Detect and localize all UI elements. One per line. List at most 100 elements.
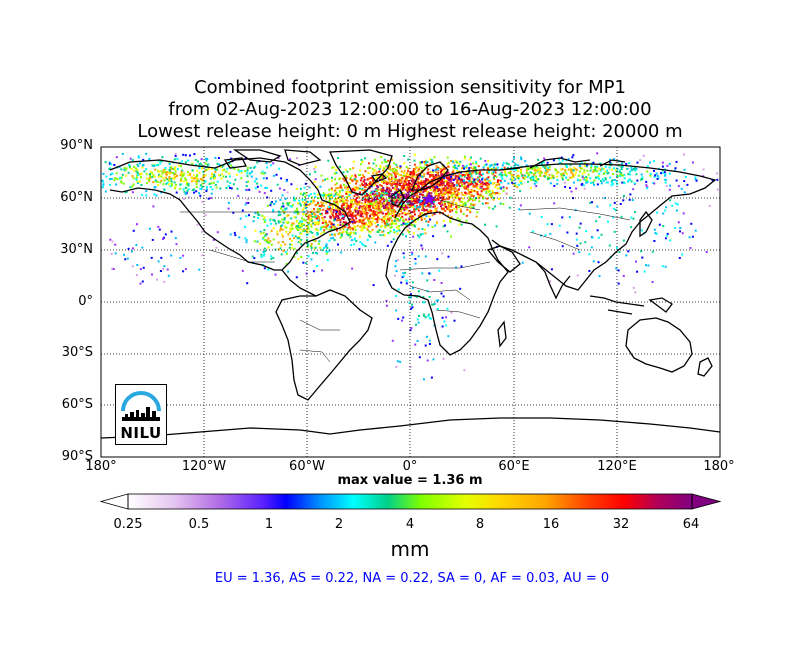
footprint-pixel: [174, 155, 177, 157]
footprint-pixel: [277, 221, 280, 224]
footprint-pixel: [394, 185, 397, 188]
footprint-pixel: [481, 173, 484, 176]
footprint-pixel: [264, 233, 267, 236]
footprint-pixel: [162, 168, 165, 171]
footprint-pixel: [298, 202, 301, 205]
footprint-pixel: [409, 366, 412, 368]
footprint-pixel: [304, 219, 307, 222]
footprint-pixel: [460, 265, 463, 268]
footprint-pixel: [397, 183, 400, 186]
footprint-pixel: [245, 239, 248, 241]
footprint-pixel: [202, 176, 205, 179]
footprint-pixel: [337, 215, 340, 218]
footprint-pixel: [324, 195, 327, 197]
footprint-pixel: [340, 199, 343, 202]
footprint-pixel: [416, 186, 419, 189]
footprint-pixel: [410, 293, 412, 296]
footprint-pixel: [406, 172, 409, 175]
footprint-pixel: [142, 266, 145, 269]
footprint-pixel: [410, 202, 413, 205]
footprint-pixel: [442, 225, 445, 228]
lat-label-60s: 60°S: [61, 397, 93, 412]
footprint-pixel: [408, 186, 411, 189]
footprint-pixel: [410, 214, 413, 217]
footprint-pixel: [424, 188, 427, 191]
footprint-pixel: [309, 203, 312, 205]
footprint-pixel: [617, 282, 620, 285]
footprint-pixel: [121, 173, 124, 176]
footprint-pixel: [458, 223, 461, 226]
footprint-pixel: [414, 262, 417, 265]
footprint-pixel: [323, 226, 326, 229]
footprint-pixel: [423, 161, 426, 163]
footprint-pixel: [395, 230, 398, 233]
footprint-pixel: [357, 196, 360, 198]
footprint-pixel: [410, 327, 413, 330]
footprint-pixel: [355, 220, 357, 223]
footprint-pixel: [174, 187, 177, 190]
footprint-pixel: [284, 243, 287, 246]
footprint-pixel: [632, 167, 635, 170]
footprint-pixel: [199, 187, 202, 190]
footprint-pixel: [329, 210, 332, 213]
footprint-pixel: [586, 177, 589, 180]
footprint-pixel: [167, 183, 170, 186]
footprint-pixel: [484, 164, 487, 167]
footprint-pixel: [166, 181, 169, 184]
footprint-pixel: [586, 163, 589, 166]
footprint-pixel: [480, 182, 483, 184]
footprint-pixel: [429, 218, 432, 221]
footprint-pixel: [267, 246, 270, 249]
footprint-pixel: [310, 243, 313, 246]
footprint-pixel: [467, 185, 470, 188]
footprint-pixel: [411, 218, 413, 220]
footprint-pixel: [464, 185, 467, 188]
footprint-pixel: [145, 173, 148, 176]
footprint-pixel: [202, 171, 205, 174]
footprint-pixel: [411, 206, 414, 209]
footprint-pixel: [287, 214, 290, 217]
footprint-pixel: [456, 174, 459, 177]
footprint-pixel: [294, 198, 297, 201]
footprint-pixel: [349, 235, 352, 238]
footprint-pixel: [308, 214, 311, 217]
footprint-pixel: [377, 205, 380, 207]
footprint-pixel: [371, 210, 374, 213]
footprint-pixel: [413, 210, 416, 213]
footprint-pixel: [233, 231, 236, 234]
footprint-pixel: [690, 222, 693, 225]
footprint-pixel: [137, 165, 140, 168]
colorbar: [99, 493, 722, 510]
footprint-pixel: [405, 235, 407, 238]
footprint-pixel: [189, 172, 192, 175]
footprint-pixel: [384, 209, 387, 211]
footprint-pixel: [382, 198, 385, 201]
footprint-pixel: [379, 195, 382, 197]
footprint-pixel: [128, 163, 131, 166]
footprint-pixel: [435, 199, 437, 202]
footprint-pixel: [450, 184, 452, 187]
footprint-pixel: [348, 206, 351, 209]
footprint-pixel: [376, 198, 379, 200]
footprint-pixel: [517, 164, 520, 167]
footprint-pixel: [382, 230, 385, 233]
footprint-pixel: [345, 206, 348, 208]
footprint-pixel: [183, 190, 186, 193]
footprint-pixel: [407, 203, 410, 206]
footprint-pixel: [345, 185, 348, 188]
footprint-pixel: [565, 172, 568, 175]
footprint-pixel: [331, 214, 334, 217]
footprint-pixel: [405, 218, 408, 221]
footprint-pixel: [490, 164, 493, 167]
footprint-pixel: [583, 171, 586, 174]
footprint-pixel: [346, 212, 349, 215]
footprint-pixel: [443, 320, 446, 323]
footprint-pixel: [417, 255, 420, 258]
footprint-pixel: [463, 155, 466, 158]
footprint-pixel: [570, 168, 573, 171]
footprint-pixel: [191, 162, 194, 165]
footprint-pixel: [553, 184, 556, 187]
footprint-pixel: [529, 177, 532, 180]
footprint-pixel: [653, 182, 656, 185]
footprint-pixel: [212, 174, 215, 177]
